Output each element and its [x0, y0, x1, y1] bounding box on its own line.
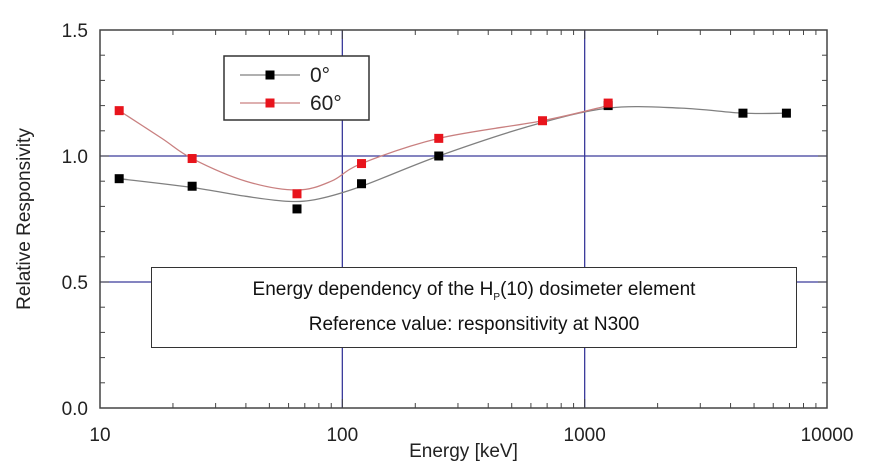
y-tick-label: 0.0	[62, 399, 88, 420]
series-line-0	[119, 105, 787, 203]
legend-box	[223, 55, 370, 121]
tick-labels: 10 100 1000 10000 0.0 0.5 1.0 1.5	[62, 21, 854, 446]
legend-marker	[265, 70, 275, 80]
annotation-line-1-prefix: Energy dependency of the H	[252, 278, 494, 300]
data-point	[781, 108, 791, 118]
data-point	[357, 159, 367, 169]
data-point	[292, 204, 302, 214]
data-point	[434, 151, 444, 161]
y-tick-label: 1.5	[62, 21, 88, 42]
data-point	[187, 154, 197, 164]
data-point	[114, 174, 124, 184]
legend-label: 0°	[310, 64, 330, 87]
data-point	[538, 116, 548, 126]
y-tick-label: 0.5	[62, 273, 88, 294]
data-point	[292, 189, 302, 199]
axis-ticks	[99, 29, 827, 409]
x-tick-label: 1000	[564, 425, 606, 446]
annotation-line-1: Energy dependency of the HP(10) dosimete…	[253, 276, 696, 312]
data-point	[187, 181, 197, 191]
annotation-line-2: Reference value: responsitivity at N300	[308, 314, 640, 336]
data-point	[434, 133, 444, 143]
data-point	[738, 108, 748, 118]
x-tick-label: 100	[326, 425, 358, 446]
series-line-1	[118, 104, 609, 191]
series-markers	[114, 98, 791, 214]
annotation-box: Energy dependency of the HP(10) dosimete…	[151, 267, 797, 348]
y-tick-label: 1.0	[62, 147, 88, 168]
x-tick-label: 10	[89, 425, 110, 446]
data-point	[114, 106, 124, 116]
annotation-subscript: P	[493, 291, 501, 303]
data-point	[603, 98, 613, 108]
annotation-line-1-suffix: (10) dosimeter element	[500, 278, 696, 300]
legend-marker	[265, 98, 275, 108]
data-point	[357, 179, 367, 189]
legend-label: 60°	[310, 92, 342, 115]
series-curves	[118, 104, 787, 203]
x-tick-label: 10000	[801, 425, 854, 446]
plot-frame	[99, 29, 828, 409]
legend: 0°60°	[223, 55, 370, 121]
gridlines	[100, 30, 827, 408]
x-axis-label: Energy [keV]	[409, 441, 518, 462]
y-axis-label: Relative Responsivity	[14, 128, 35, 310]
